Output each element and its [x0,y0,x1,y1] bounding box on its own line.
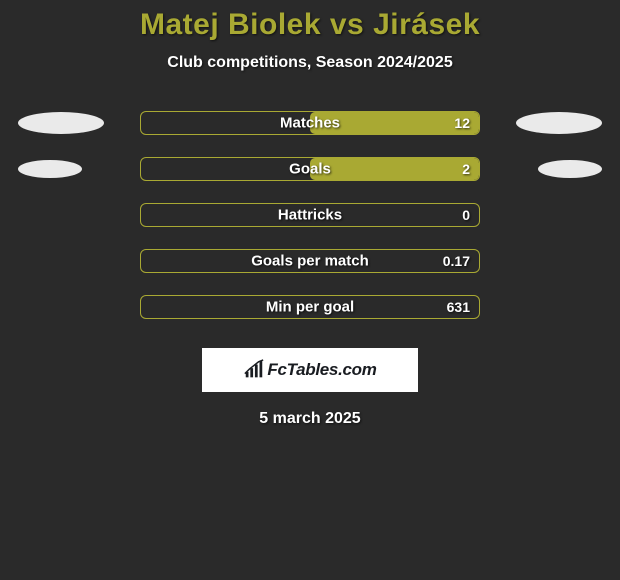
left-ellipse [18,112,104,134]
bar-track: Matches [140,111,480,135]
brand-chart-icon [243,359,265,381]
comparison-row: Goals per match 0.17 [0,238,620,284]
comparison-row: Goals2 [0,146,620,192]
page-subtitle: Club competitions, Season 2024/2025 [0,54,620,72]
left-ellipse [18,160,82,178]
bar-label: Min per goal [266,299,354,316]
bar-track: Goals per match [140,249,480,273]
comparison-row: Matches12 [0,100,620,146]
right-value: 2 [462,161,470,177]
bar-label: Goals per match [251,253,369,270]
bar-label: Hattricks [278,207,342,224]
right-ellipse [516,112,602,134]
comparison-row: Min per goal 631 [0,284,620,330]
right-value: 0 [462,207,470,223]
right-value: 631 [447,299,470,315]
date-label: 5 march 2025 [0,410,620,428]
bar-track: Goals [140,157,480,181]
right-ellipse [538,160,602,178]
page-title: Matej Biolek vs Jirásek [0,0,620,42]
brand-text: FcTables.com [267,360,376,380]
right-value: 0.17 [443,253,470,269]
bar-fill-right [310,158,479,180]
comparison-row: Hattricks 0 [0,192,620,238]
brand-badge: FcTables.com [202,348,418,392]
comparison-chart: Matches12Goals2Hattricks0Goals per match… [0,100,620,330]
bar-track: Min per goal [140,295,480,319]
right-value: 12 [454,115,470,131]
bar-track: Hattricks [140,203,480,227]
